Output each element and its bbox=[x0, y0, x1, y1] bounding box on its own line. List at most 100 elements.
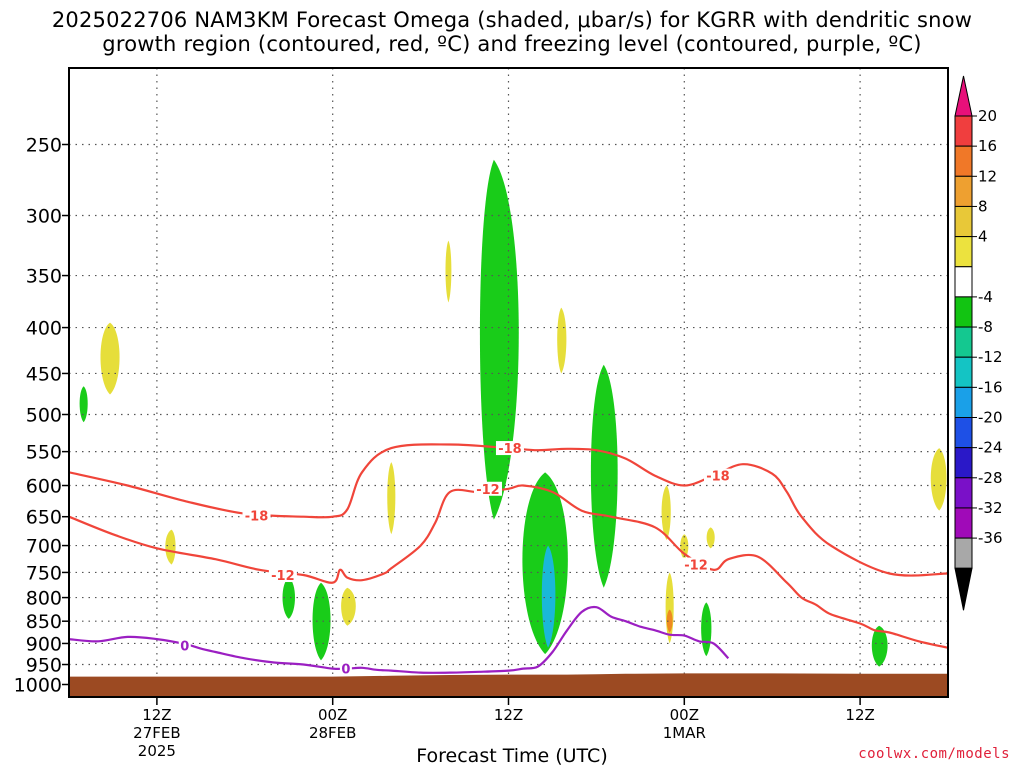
contour-label: -12 bbox=[476, 483, 500, 498]
omega-area-yellow bbox=[445, 240, 452, 303]
ground-terrain bbox=[69, 673, 948, 697]
omega-area-yellow bbox=[665, 572, 674, 644]
colorbar-swatch bbox=[954, 296, 973, 328]
colorbar-swatch bbox=[954, 477, 973, 509]
site-credit: coolwx.com/models bbox=[858, 746, 1010, 762]
colorbar-swatch bbox=[954, 386, 973, 419]
colorbar-swatch bbox=[954, 507, 973, 539]
x-tick-label: 12Z bbox=[494, 706, 523, 724]
omega-area-yellow bbox=[930, 448, 947, 511]
colorbar-swatch bbox=[954, 537, 973, 569]
contour-label: -18 bbox=[706, 470, 730, 485]
colorbar-swatch bbox=[954, 266, 973, 298]
y-tick-label: 950 bbox=[26, 655, 62, 677]
contour-label: -12 bbox=[271, 569, 295, 584]
colorbar-swatch bbox=[954, 447, 973, 479]
contour-label-bg bbox=[682, 557, 711, 572]
colorbar-label: -8 bbox=[978, 318, 993, 336]
y-tick-label: 800 bbox=[26, 588, 62, 610]
contour-label: -12 bbox=[684, 559, 708, 574]
chart-title: 2025022706 NAM3KM Forecast Omega (shaded… bbox=[51, 8, 973, 32]
y-tick-label: 500 bbox=[26, 405, 62, 427]
contour-line bbox=[69, 484, 948, 649]
x-tick-label: 12Z bbox=[845, 706, 874, 724]
omega-area-green bbox=[871, 625, 888, 667]
colorbar-label: -24 bbox=[978, 439, 1003, 457]
colorbar-label: -16 bbox=[978, 378, 1003, 396]
contour-label-bg bbox=[268, 568, 297, 583]
colorbar-label: 8 bbox=[978, 197, 988, 215]
omega-area-green bbox=[282, 577, 295, 619]
x-tick-label: 1MAR bbox=[663, 724, 706, 742]
contour-line bbox=[69, 605, 730, 674]
colorbar-swatch bbox=[954, 236, 973, 268]
colorbar-swatch bbox=[954, 205, 973, 238]
y-tick-label: 900 bbox=[26, 633, 62, 655]
contour-label: 0 bbox=[180, 640, 189, 655]
colorbar-bottom-arrow bbox=[954, 567, 973, 611]
omega-area-yellow bbox=[557, 307, 567, 374]
x-axis-title: Forecast Time (UTC) bbox=[416, 745, 608, 767]
contour-label: -18 bbox=[245, 509, 269, 524]
omega-area-green bbox=[590, 364, 618, 588]
colorbar-swatch bbox=[954, 115, 973, 147]
colorbar-label: -32 bbox=[978, 499, 1003, 517]
y-tick-label: 750 bbox=[26, 562, 62, 584]
y-tick-label: 450 bbox=[26, 363, 62, 385]
colorbar-swatch bbox=[954, 356, 973, 388]
omega-area-green bbox=[312, 582, 331, 661]
contour-label-bg bbox=[495, 441, 524, 456]
y-tick-label: 400 bbox=[26, 318, 62, 340]
contour-label-bg bbox=[178, 638, 191, 653]
contour-label-bg bbox=[339, 661, 352, 676]
colorbar-top-arrow bbox=[954, 75, 973, 117]
contour-label-bg bbox=[473, 481, 502, 496]
colorbar-label: 12 bbox=[978, 167, 997, 185]
contour-label-bg bbox=[703, 468, 732, 483]
y-tick-label: 350 bbox=[26, 266, 62, 288]
x-tick-label: 00Z bbox=[670, 706, 699, 724]
x-tick-label: 12Z bbox=[142, 706, 171, 724]
omega-area-green bbox=[79, 386, 88, 423]
y-tick-label: 700 bbox=[26, 536, 62, 558]
x-tick-label: 2025 bbox=[138, 742, 176, 760]
chart-subtitle: growth region (contoured, red, ºC) and f… bbox=[102, 32, 922, 56]
contour-label: 0 bbox=[341, 663, 350, 678]
contour-label: -18 bbox=[498, 442, 522, 457]
omega-area-yellow bbox=[341, 587, 356, 626]
y-tick-label: 550 bbox=[26, 442, 62, 464]
contour-label-bg bbox=[242, 508, 271, 523]
y-tick-label: 250 bbox=[26, 135, 62, 157]
omega-area-yellow bbox=[100, 322, 120, 395]
colorbar-swatch bbox=[954, 417, 973, 449]
omega-area-yellow bbox=[387, 462, 396, 535]
x-tick-label: 28FEB bbox=[309, 724, 356, 742]
colorbar-label: 16 bbox=[978, 137, 997, 155]
omega-area-orange bbox=[666, 609, 673, 633]
y-tick-label: 650 bbox=[26, 507, 62, 529]
colorbar-label: -36 bbox=[978, 529, 1003, 547]
colorbar-label: -12 bbox=[978, 348, 1003, 366]
x-tick-label: 00Z bbox=[318, 706, 347, 724]
y-tick-label: 300 bbox=[26, 206, 62, 228]
y-tick-label: 600 bbox=[26, 476, 62, 498]
colorbar-label: -4 bbox=[978, 288, 993, 306]
contour-line bbox=[69, 443, 948, 577]
omega-area-cyan bbox=[541, 545, 556, 648]
omega-area-yellow bbox=[706, 527, 715, 549]
omega-area-yellow bbox=[165, 529, 176, 565]
colorbar-swatch bbox=[954, 326, 973, 358]
omega-area-green bbox=[479, 159, 519, 520]
colorbar-label: -20 bbox=[978, 409, 1003, 427]
colorbar-label: -28 bbox=[978, 469, 1003, 487]
y-tick-label: 1000 bbox=[14, 675, 62, 697]
y-tick-label: 850 bbox=[26, 611, 62, 633]
colorbar-swatch bbox=[954, 175, 973, 207]
colorbar-swatch bbox=[954, 145, 973, 177]
omega-area-yellow bbox=[661, 485, 671, 540]
omega-area-green bbox=[701, 602, 712, 657]
x-tick-label: 27FEB bbox=[133, 724, 180, 742]
colorbar-label: 20 bbox=[978, 107, 997, 125]
colorbar-label: 4 bbox=[978, 228, 988, 246]
